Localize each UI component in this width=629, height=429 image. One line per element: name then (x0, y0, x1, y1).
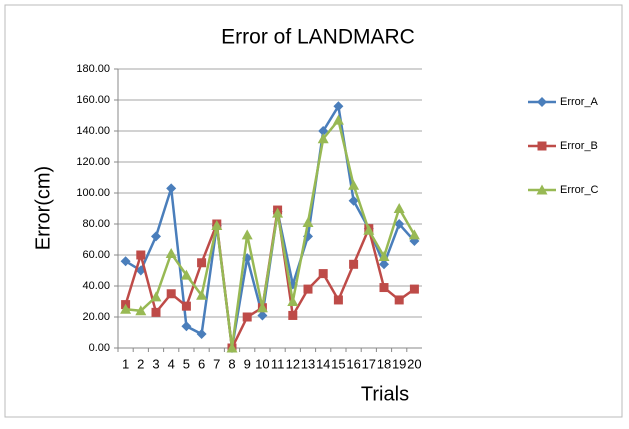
data-point (393, 203, 405, 213)
x-tick-label: 9 (244, 356, 251, 371)
y-tick-label: 40.00 (82, 280, 110, 292)
x-tick-label: 4 (168, 356, 175, 371)
x-tick-label: 10 (255, 356, 269, 371)
x-tick-label: 8 (228, 356, 235, 371)
data-point (348, 195, 359, 206)
x-tick-label: 12 (286, 356, 300, 371)
y-tick-label: 0.00 (89, 342, 110, 354)
data-point (151, 307, 161, 317)
data-point (348, 179, 360, 190)
data-point (135, 305, 147, 316)
x-tick-label: 19 (392, 356, 406, 371)
x-tick-label: 17 (362, 356, 376, 371)
x-tick-label: 5 (183, 356, 190, 371)
y-tick-label: 60.00 (82, 249, 110, 261)
x-tick-label: 11 (271, 356, 285, 371)
data-point (318, 126, 329, 136)
data-point (379, 283, 389, 293)
y-axis-label: Error(cm) (32, 166, 54, 250)
data-point (120, 303, 132, 314)
legend-label: Error_C (560, 184, 599, 196)
data-point (196, 329, 207, 340)
data-point (378, 251, 390, 262)
data-point (226, 342, 238, 353)
y-tick-label: 160.00 (76, 94, 110, 106)
x-tick-label: 15 (331, 356, 345, 371)
data-point (151, 231, 161, 242)
y-tick-label: 140.00 (76, 125, 110, 137)
legend-marker (536, 184, 548, 195)
data-point (257, 310, 268, 321)
data-point (181, 321, 192, 332)
data-point (363, 224, 375, 235)
data-point (303, 284, 313, 294)
data-point (333, 101, 344, 112)
x-tick-label: 18 (377, 356, 391, 371)
data-point (166, 183, 177, 194)
data-point (180, 269, 192, 280)
data-point (197, 258, 207, 268)
data-point (196, 289, 208, 300)
data-point (242, 312, 252, 322)
legend-marker (537, 97, 547, 107)
data-point (333, 295, 343, 305)
x-tick-label: 13 (301, 356, 315, 371)
y-tick-label: 180.00 (76, 63, 110, 75)
data-point (256, 302, 268, 313)
data-point (394, 219, 405, 229)
legend-label: Error_B (560, 140, 598, 152)
data-point (317, 133, 329, 144)
data-point (150, 291, 162, 302)
x-tick-label: 2 (137, 356, 144, 371)
data-point (136, 250, 146, 260)
data-point (318, 269, 328, 279)
data-point (272, 207, 284, 218)
legend-marker (537, 141, 547, 151)
data-point (302, 216, 314, 227)
data-point (165, 247, 177, 258)
x-tick-label: 3 (152, 356, 159, 371)
data-point (409, 284, 419, 294)
x-tick-label: 7 (213, 356, 220, 371)
data-point (181, 301, 191, 311)
y-tick-label: 20.00 (82, 311, 110, 323)
x-tick-label: 6 (198, 356, 205, 371)
data-point (241, 229, 253, 240)
data-point (332, 114, 344, 125)
data-point (120, 256, 131, 267)
data-point (288, 310, 298, 320)
x-tick-label: 1 (122, 356, 129, 371)
data-point (349, 259, 359, 269)
data-point (394, 295, 404, 305)
y-tick-label: 80.00 (82, 218, 110, 230)
data-point (166, 289, 176, 299)
chart-title: Error of LANDMARC (221, 26, 415, 49)
data-point (287, 296, 299, 306)
x-tick-label: 16 (346, 356, 360, 371)
y-tick-label: 120.00 (76, 156, 110, 168)
legend-label: Error_A (560, 96, 599, 108)
data-point (379, 259, 389, 270)
x-axis-label: Trials (361, 383, 409, 405)
x-tick-label: 14 (316, 356, 330, 371)
data-point (211, 220, 223, 231)
data-point (408, 229, 420, 240)
x-tick-label: 20 (407, 356, 421, 371)
y-tick-label: 100.00 (76, 187, 110, 199)
